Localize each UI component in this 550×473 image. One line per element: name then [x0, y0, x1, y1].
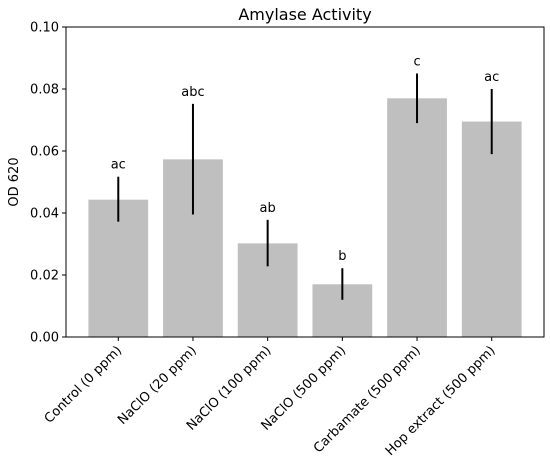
y-tick-label-4: 0.08: [30, 83, 59, 98]
x-tick-label-0: Control (0 ppm): [42, 343, 125, 426]
y-axis: 0.00 0.02 0.04 0.06 0.08 0.10: [30, 21, 66, 346]
significance-label-0: ac: [111, 158, 126, 173]
bar-5: [461, 121, 522, 337]
x-axis: Control (0 ppm)NaClO (20 ppm)NaClO (100 …: [42, 337, 499, 459]
bars-group: [88, 98, 522, 337]
y-tick-label-5: 0.10: [30, 21, 59, 36]
significance-label-4: c: [413, 55, 420, 70]
x-tick-label-1: NaClO (20 ppm): [115, 343, 200, 428]
bar-4: [387, 98, 447, 337]
y-tick-label-2: 0.04: [30, 207, 59, 222]
error-bars-group: [117, 73, 493, 300]
y-tick-label-3: 0.06: [30, 145, 59, 160]
plot-frame: [65, 26, 545, 338]
y-axis-label: OD 620: [7, 157, 22, 206]
chart-title: Amylase Activity: [238, 5, 371, 24]
significance-labels-group: ac abc ab b c ac: [111, 55, 500, 265]
significance-label-5: ac: [484, 70, 499, 85]
significance-label-1: abc: [181, 85, 204, 100]
bar-0: [88, 199, 149, 337]
y-tick-label-0: 0.00: [30, 331, 59, 346]
significance-label-2: ab: [260, 201, 276, 216]
y-tick-label-1: 0.02: [30, 269, 59, 284]
significance-label-3: b: [338, 249, 346, 264]
